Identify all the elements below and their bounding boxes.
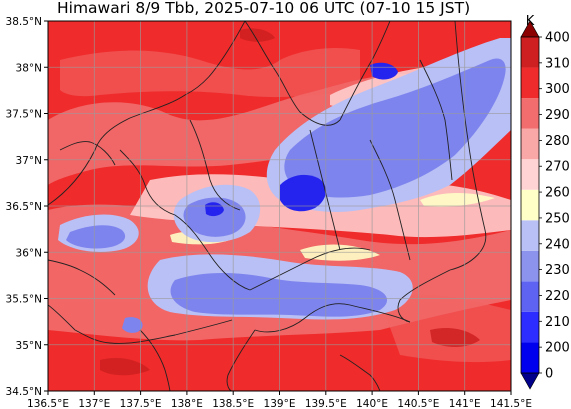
- colorbar-bin: [521, 98, 539, 129]
- latitude-axis: 34.5°N 35°N 35.5°N 36°N 36.5°N 37°N 37.5°N 38°N…: [6, 16, 48, 398]
- lon-tick-label: 141.5°E: [490, 398, 532, 409]
- lat-tick-label: 35°N: [16, 340, 42, 352]
- colorbar-tick-label: 220: [545, 289, 570, 304]
- colorbar-tick-label: 0: [545, 367, 553, 382]
- colorbar-bin: [521, 281, 539, 312]
- cold-cloud-shield: [66, 58, 506, 333]
- lon-tick-label: 137.5°E: [120, 398, 162, 409]
- colorbar-tick-label: 280: [545, 134, 570, 149]
- colorbar-tick-label: 210: [545, 315, 570, 330]
- colorbar-tick-label: 250: [545, 211, 570, 226]
- lon-tick-label: 140.5°E: [397, 398, 439, 409]
- colorbar-bin: [521, 128, 539, 160]
- lat-tick-label: 34.5°N: [6, 386, 42, 398]
- colorbar-tick-label: 290: [545, 108, 570, 123]
- colorbar-extend-top: [520, 20, 540, 38]
- colorbar-bin: [521, 159, 539, 190]
- colorbar-bin: [521, 37, 539, 68]
- lat-tick-label: 36°N: [16, 247, 42, 259]
- colorbar-tick-label: 260: [545, 186, 570, 201]
- lon-tick-label: 139°E: [264, 398, 296, 409]
- lon-tick-label: 141°E: [449, 398, 481, 409]
- colorbar: K 02002102202302402502602702802903003104…: [520, 14, 570, 390]
- colorbar-bin: [521, 250, 539, 282]
- hot-surface-spots: [100, 28, 480, 376]
- colorbar-bin: [521, 311, 539, 343]
- colorbar-tick-label: 310: [545, 56, 570, 71]
- colorbar-tick-label: 270: [545, 160, 570, 175]
- lon-tick-label: 137°E: [78, 398, 110, 409]
- colorbar-extend-bottom: [520, 372, 540, 390]
- lat-tick-label: 38°N: [16, 62, 42, 74]
- colorbar-tick-label: 300: [545, 82, 570, 97]
- colorbar-frame: [520, 36, 540, 374]
- lon-tick-label: 140°E: [356, 398, 388, 409]
- map-title: Himawari 8/9 Tbb, 2025-07-10 06 UTC (07-…: [57, 0, 471, 17]
- colorbar-bin: [521, 67, 539, 99]
- lat-tick-label: 36.5°N: [6, 201, 42, 213]
- lat-tick-label: 35.5°N: [6, 294, 42, 306]
- longitude-axis: 136.5°E 137°E 137.5°E 138°E 138.5°E 139°E 139.…: [27, 391, 532, 409]
- colorbar-tick-label: 240: [545, 237, 570, 252]
- gridlines: [48, 21, 511, 391]
- lon-tick-label: 139.5°E: [305, 398, 347, 409]
- lat-tick-label: 37°N: [16, 155, 42, 167]
- colorbar-bin: [521, 342, 539, 373]
- colorbar-tick-label: 230: [545, 263, 570, 278]
- lon-tick-label: 138.5°E: [212, 398, 254, 409]
- colorbar-tick-label: 400: [545, 31, 570, 46]
- colorbar-tick-label: 200: [545, 341, 570, 356]
- colorbar-bin: [521, 189, 539, 221]
- lon-tick-label: 136.5°E: [27, 398, 69, 409]
- colorbar-bin: [521, 220, 539, 251]
- lon-tick-label: 138°E: [171, 398, 203, 409]
- lat-tick-label: 38.5°N: [6, 16, 42, 28]
- lat-tick-label: 37.5°N: [6, 109, 42, 121]
